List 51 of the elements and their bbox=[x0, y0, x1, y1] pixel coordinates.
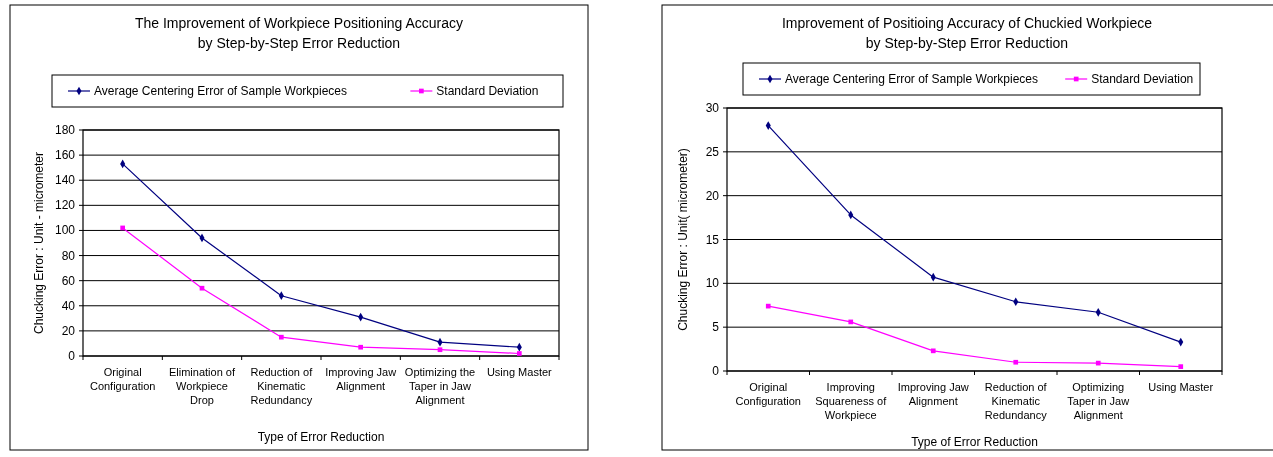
y-tick-label: 25 bbox=[705, 144, 720, 159]
y-tick-label: 15 bbox=[705, 232, 720, 247]
point bbox=[199, 285, 205, 291]
y-tick-label: 100 bbox=[54, 223, 76, 238]
legend-label: Standard Deviation bbox=[436, 84, 539, 98]
point bbox=[1013, 359, 1019, 365]
y-tick-label: 40 bbox=[61, 298, 76, 313]
point bbox=[516, 351, 522, 356]
x-tick-label: Elimination of Workpiece Drop bbox=[168, 366, 236, 406]
point bbox=[437, 347, 443, 353]
x-tick-label: Improving Squareness of Workpiece bbox=[815, 381, 888, 421]
point bbox=[1178, 364, 1184, 369]
y-axis-title: Chucking Error : Unit( micrometer) bbox=[676, 148, 690, 331]
x-axis-title: Type of Error Reduction bbox=[911, 435, 1038, 449]
y-tick-label: 0 bbox=[712, 364, 720, 378]
x-tick-label: Reduction of Kinematic Redundancy bbox=[250, 366, 314, 406]
point bbox=[358, 344, 364, 350]
y-tick-label: 10 bbox=[705, 276, 720, 291]
x-tick-label: Reduction of Kinematic Redundancy bbox=[984, 381, 1048, 421]
legend-label: Average Centering Error of Sample Workpieces bbox=[94, 84, 348, 98]
point bbox=[848, 319, 854, 325]
chart-title: Improvement of Positioing Accuracy of Chuckied Workpiece by Step-by-Step Error Reduction bbox=[781, 15, 1153, 51]
y-tick-label: 140 bbox=[54, 173, 76, 188]
y-tick-label: 120 bbox=[54, 198, 76, 213]
y-tick-label: 80 bbox=[61, 248, 76, 263]
point bbox=[278, 334, 284, 340]
point bbox=[765, 303, 771, 309]
x-tick-label: Using Master bbox=[1148, 381, 1214, 393]
x-tick-label: Improving Jaw Alignment bbox=[325, 366, 397, 392]
x-tick-label: Optimizing the Taper in Jaw Alignment bbox=[404, 366, 476, 406]
y-tick-label: 20 bbox=[705, 188, 720, 203]
y-tick-label: 160 bbox=[54, 148, 76, 163]
y-tick-label: 0 bbox=[68, 349, 76, 363]
y-tick-label: 30 bbox=[705, 101, 720, 115]
point bbox=[120, 225, 126, 231]
x-tick-label: Optimizing Taper in Jaw Alignment bbox=[1067, 381, 1130, 421]
y-axis-title: Chucking Error : Unit - micrometer bbox=[32, 151, 46, 335]
y-tick-label: 5 bbox=[712, 320, 720, 335]
legend-label: Average Centering Error of Sample Workpieces bbox=[785, 72, 1039, 86]
x-tick-label: Original Configuration bbox=[735, 381, 801, 407]
x-tick-label: Original Configuration bbox=[89, 366, 156, 392]
legend-label: Standard Deviation bbox=[1091, 72, 1194, 86]
chart-title: The Improvement of Workpiece Positioning Accuracy by Step-by-Step Error Reduction bbox=[134, 15, 464, 51]
y-tick-label: 20 bbox=[61, 323, 76, 338]
point bbox=[930, 348, 936, 354]
x-tick-label: Using Master bbox=[486, 366, 553, 378]
x-axis-title: Type of Error Reduction bbox=[257, 430, 385, 444]
y-tick-label: 180 bbox=[54, 123, 76, 137]
y-tick-label: 60 bbox=[61, 273, 76, 288]
point bbox=[1095, 360, 1101, 366]
x-tick-label: Improving Jaw Alignment bbox=[897, 381, 969, 407]
